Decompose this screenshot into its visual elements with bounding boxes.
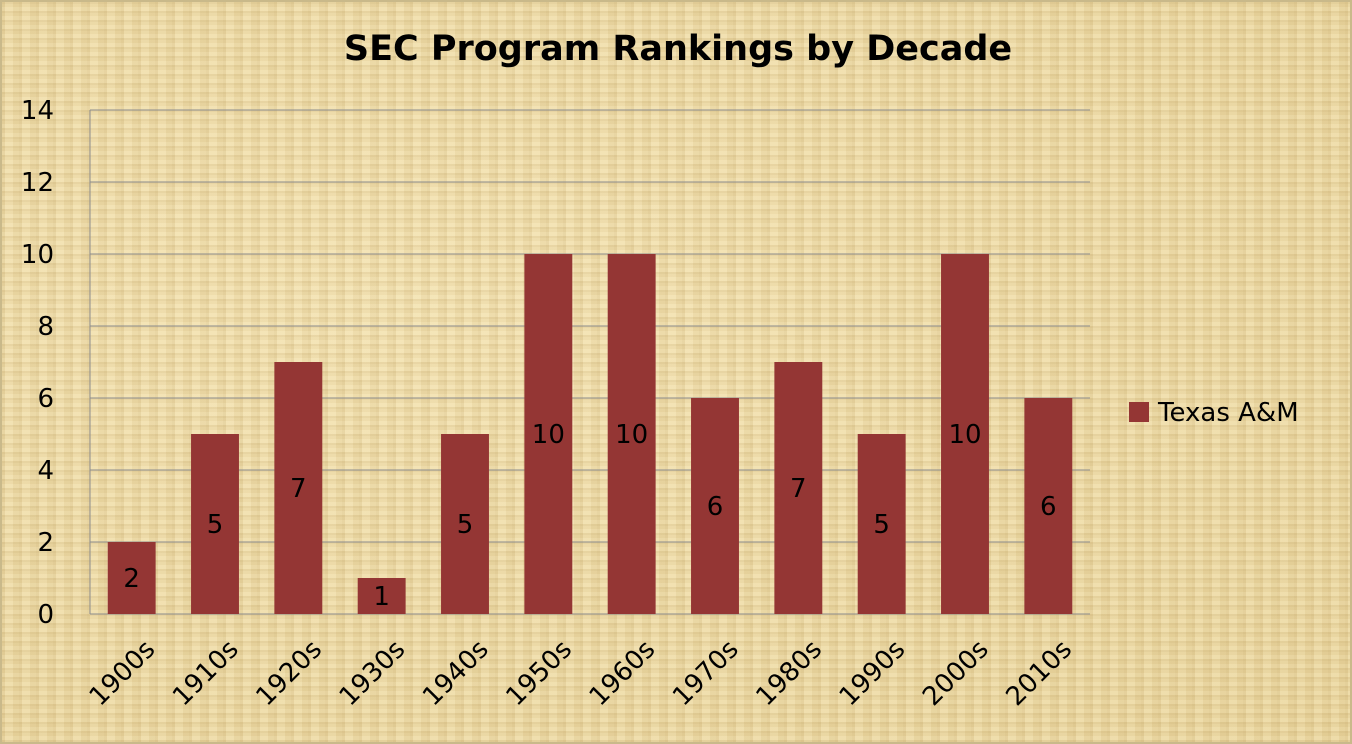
chart-title: SEC Program Rankings by Decade [344,29,1012,69]
bar-2010s [1024,398,1073,614]
x-tick-label-1950s: 1950s [500,634,578,712]
bar-1980s [774,362,823,614]
data-label-2000s: 10 [948,420,981,450]
y-tick-label: 12 [21,168,54,198]
bar-1910s [191,434,239,614]
x-tick-label-2010s: 2010s [1000,634,1078,712]
bars [107,254,1073,614]
y-tick-label: 0 [37,600,54,630]
x-tick-label-1940s: 1940s [417,634,495,712]
data-label-1930s: 1 [373,582,390,612]
data-label-1970s: 6 [707,492,724,522]
y-tick-label: 14 [21,96,54,126]
x-tick-label-1920s: 1920s [250,634,328,712]
y-tick-label: 8 [37,312,54,342]
legend-swatch [1129,402,1149,422]
legend-label: Texas A&M [1157,398,1299,428]
data-label-1920s: 7 [290,474,307,504]
bar-1960s [607,254,656,614]
bar-1920s [274,362,323,614]
x-tick-label-1970s: 1970s [667,634,745,712]
x-tick-label-1910s: 1910s [167,634,245,712]
y-tick-label: 2 [37,528,54,558]
data-label-1900s: 2 [123,564,140,594]
data-label-1960s: 10 [615,420,648,450]
y-tick-label: 4 [37,456,54,486]
x-tick-label-1990s: 1990s [834,634,912,712]
y-axis-tick-labels: 0 2 4 6 8 10 12 14 [21,96,54,630]
x-tick-label-1900s: 1900s [84,634,162,712]
bar-1900s [107,542,156,614]
x-tick-label-1980s: 1980s [750,634,828,712]
data-label-1980s: 7 [790,474,807,504]
data-label-2010s: 6 [1040,492,1057,522]
x-tick-label-1960s: 1960s [584,634,662,712]
bar-1990s [857,434,906,614]
data-label-1910s: 5 [207,510,224,540]
x-tick-label-1930s: 1930s [334,634,412,712]
gridlines [89,109,1090,615]
legend: Texas A&M [1129,398,1299,428]
x-tick-label-2000s: 2000s [917,634,995,712]
bar-1970s [691,398,739,614]
x-axis-tick-labels: 1900s 1910s 1920s 1930s 1940s 1950s 1960s 1970s… [84,634,1078,712]
bar-1940s [441,434,489,614]
data-label-1990s: 5 [873,510,890,540]
data-label-1940s: 5 [457,510,474,540]
bar-1950s [524,254,573,614]
data-labels: 2 5 7 1 5 10 10 6 7 5 10 6 [123,420,1056,612]
y-tick-label: 6 [37,384,54,414]
y-tick-label: 10 [21,240,54,270]
bar-1930s [357,578,406,614]
bar-2000s [941,254,989,614]
data-label-1950s: 10 [532,420,565,450]
